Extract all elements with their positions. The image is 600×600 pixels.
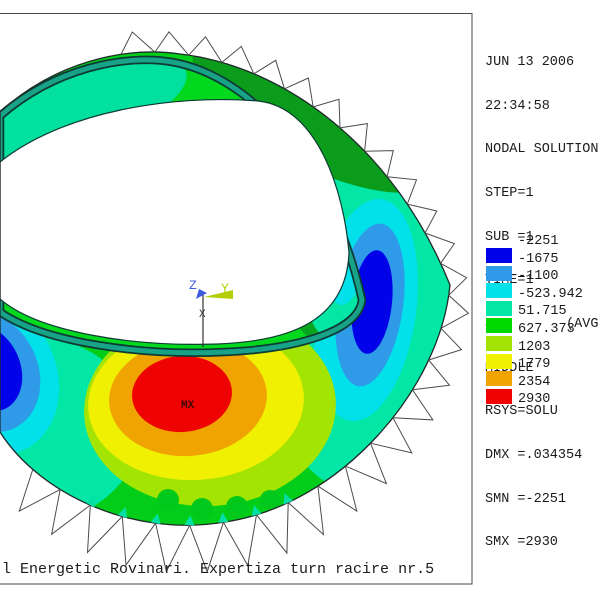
max-stress-label: MX: [181, 400, 195, 412]
spike-sawtooth: [18, 30, 470, 574]
step-text: STEP=1: [485, 186, 534, 202]
plot-window-border: [0, 13, 473, 585]
time-text: 22:34:58: [485, 98, 550, 114]
legend-value: 1203: [518, 340, 551, 355]
edge-notch: [218, 512, 229, 523]
triad-z-arrowhead: [196, 289, 207, 299]
triad-x-label: X: [199, 309, 206, 321]
solution-type: NODAL SOLUTION: [485, 142, 599, 158]
legend-value: 51.715: [518, 304, 567, 319]
edge-notches: [85, 493, 293, 526]
legend-value: -1675: [518, 252, 559, 267]
coordinate-triad: Z Y X: [189, 278, 233, 347]
edge-notch: [184, 515, 195, 526]
legend-swatch: [486, 389, 512, 404]
ring-top-flange: [0, 57, 365, 356]
legend-value: -1100: [518, 269, 559, 284]
ring-inner-hole: [0, 98, 350, 345]
date-text: JUN 13 2006: [485, 55, 575, 71]
legend-value: 627.373: [518, 322, 575, 337]
edge-notch: [117, 507, 128, 519]
triad-y-arrow: [204, 290, 233, 299]
legend-value: 2354: [518, 375, 551, 390]
legend-swatch: [486, 336, 512, 351]
solution-info-panel: JUN 13 2006 22:34:58 NODAL SOLUTION STEP…: [485, 27, 600, 580]
edge-notch: [283, 493, 293, 505]
legend-value: 2930: [518, 392, 551, 407]
dmx-text: DMX =.034354: [485, 447, 583, 463]
ring-outer-edge: [0, 51, 451, 526]
plot-title-caption: l Energetic Rovinari. Expertiza turn rac…: [2, 561, 435, 578]
legend-swatch: [486, 318, 512, 333]
legend-value: -2251: [518, 234, 559, 249]
edge-notch: [150, 513, 161, 525]
legend-swatch: [486, 248, 512, 263]
legend-swatch: [486, 354, 512, 369]
sub-text: SUB =1: [485, 229, 534, 245]
legend-swatch: [486, 371, 512, 386]
edge-notch: [85, 496, 96, 508]
legend-value: 1779: [518, 357, 551, 372]
boundary-condition-spikes: [18, 30, 470, 574]
triad-y-label: Y: [221, 281, 229, 296]
rsys-text: RSYS=SOLU: [485, 404, 558, 420]
legend-value: -523.942: [518, 287, 583, 302]
smx-text: SMX =2930: [485, 535, 558, 551]
legend-swatch: [486, 266, 512, 281]
smn-text: SMN =-2251: [485, 491, 567, 507]
legend-swatch: [486, 283, 512, 298]
legend-swatch: [486, 301, 512, 316]
edge-notch: [251, 505, 262, 517]
triad-z-label: Z: [189, 278, 197, 293]
